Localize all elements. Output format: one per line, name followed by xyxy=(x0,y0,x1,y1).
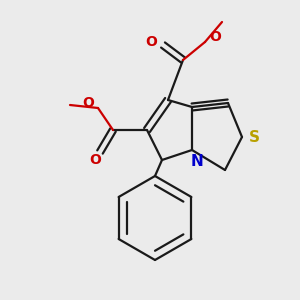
Text: O: O xyxy=(145,35,157,49)
Text: S: S xyxy=(248,130,260,145)
Text: O: O xyxy=(89,153,101,167)
Text: O: O xyxy=(209,30,221,44)
Text: N: N xyxy=(190,154,203,169)
Text: O: O xyxy=(82,96,94,110)
